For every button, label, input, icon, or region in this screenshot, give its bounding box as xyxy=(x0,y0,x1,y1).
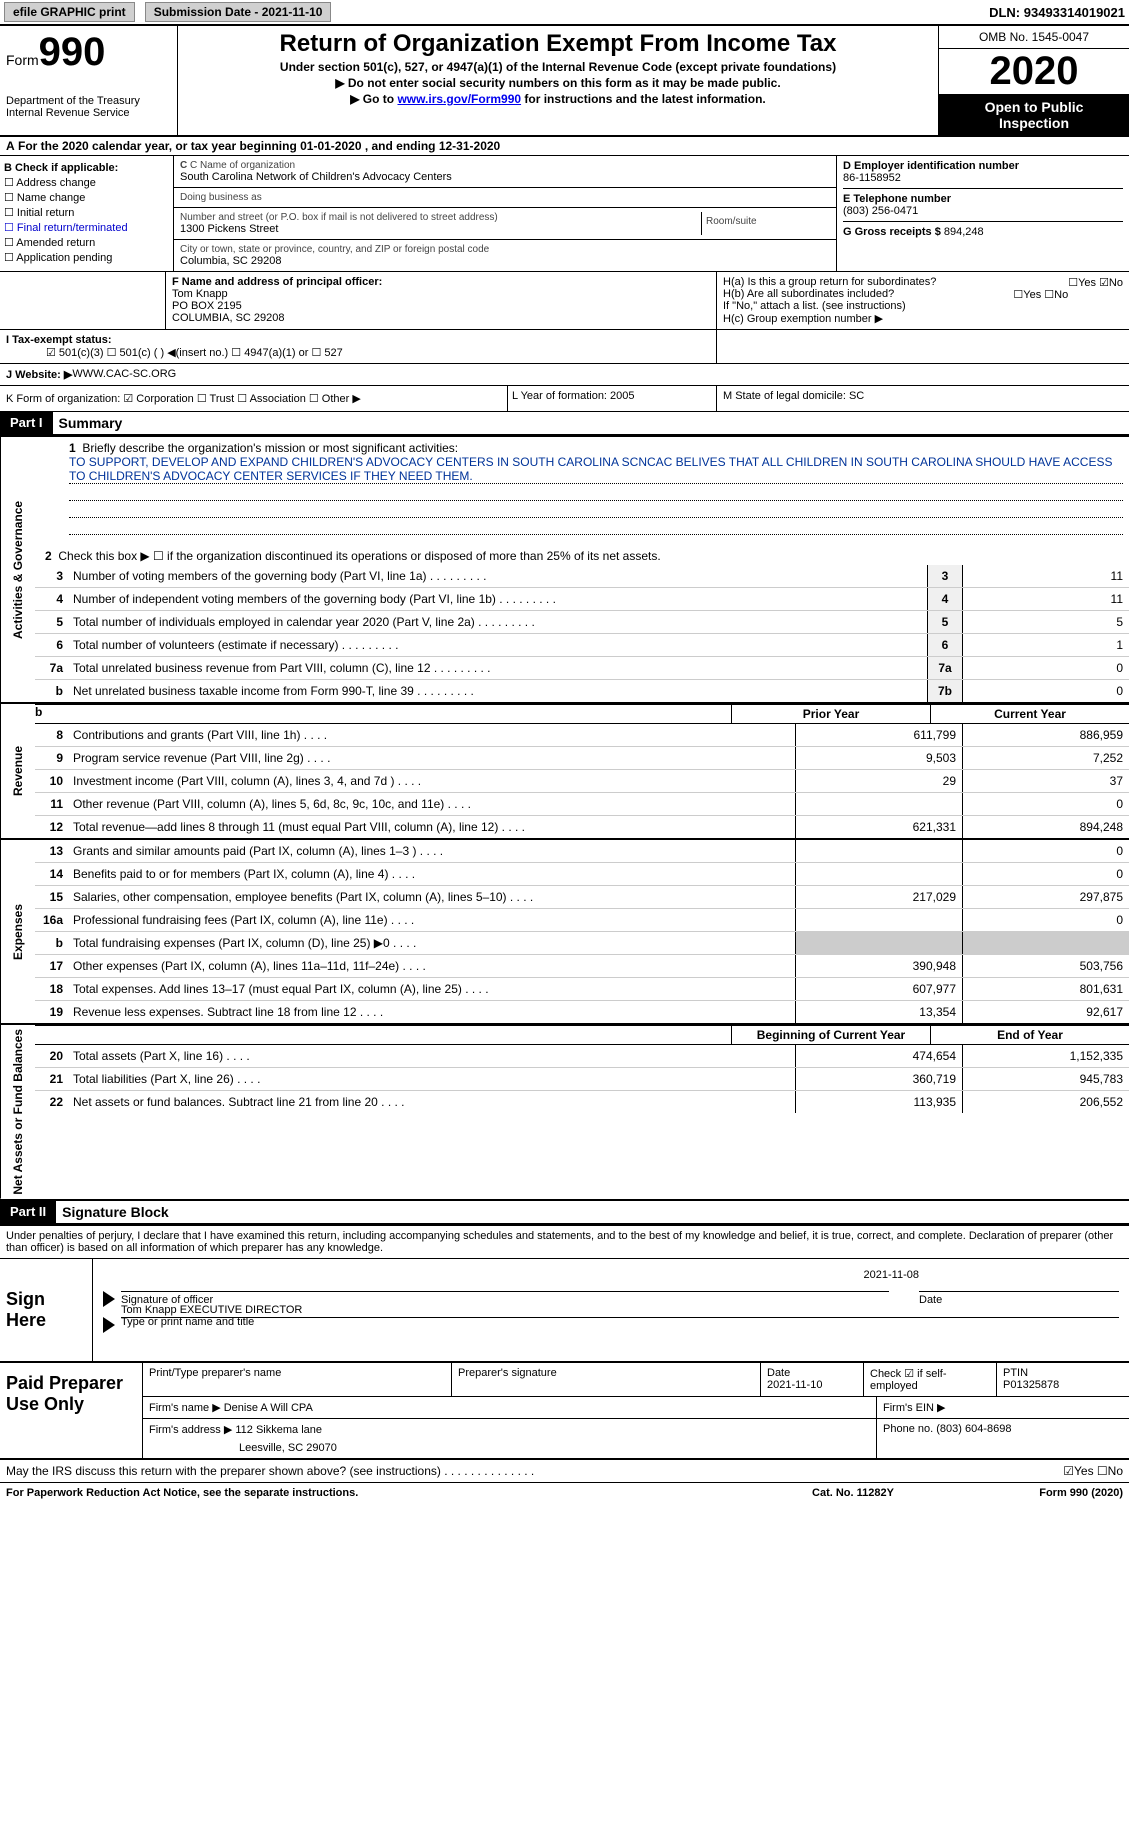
street-address: 1300 Pickens Street xyxy=(180,223,701,235)
line-b: b Total fundraising expenses (Part IX, c… xyxy=(35,931,1129,954)
governance-section: Activities & Governance 1 Briefly descri… xyxy=(0,437,1129,704)
form-id-box: Form990 Department of the Treasury Inter… xyxy=(0,26,178,135)
side-label-revenue: Revenue xyxy=(0,704,35,838)
section-d-e-g: D Employer identification number 86-1158… xyxy=(837,156,1129,271)
line-18: 18 Total expenses. Add lines 13–17 (must… xyxy=(35,977,1129,1000)
arrow-icon xyxy=(103,1291,115,1307)
arrow-icon xyxy=(103,1317,115,1333)
org-info: B Check if applicable: ☐ Address change … xyxy=(0,156,1129,272)
omb-number: OMB No. 1545-0047 xyxy=(939,26,1129,49)
group-return: H(a) Is this a group return for subordin… xyxy=(717,272,1129,329)
paid-preparer-block: Paid Preparer Use Only Print/Type prepar… xyxy=(0,1363,1129,1460)
dln: DLN: 93493314019021 xyxy=(989,5,1125,20)
section-c-name-addr: C C Name of organization South Carolina … xyxy=(174,156,837,271)
line-b: b Net unrelated business taxable income … xyxy=(35,679,1129,702)
net-assets-section: Net Assets or Fund Balances Beginning of… xyxy=(0,1025,1129,1201)
line-13: 13 Grants and similar amounts paid (Part… xyxy=(35,840,1129,862)
check-address-change[interactable]: ☐ Address change xyxy=(4,176,169,189)
page-footer: For Paperwork Reduction Act Notice, see … xyxy=(0,1483,1129,1503)
col-current-year: Current Year xyxy=(930,705,1129,723)
signature-declaration: Under penalties of perjury, I declare th… xyxy=(0,1226,1129,1259)
check-name-change[interactable]: ☐ Name change xyxy=(4,191,169,204)
line-19: 19 Revenue less expenses. Subtract line … xyxy=(35,1000,1129,1023)
line-21: 21 Total liabilities (Part X, line 26) .… xyxy=(35,1067,1129,1090)
line-10: 10 Investment income (Part VIII, column … xyxy=(35,769,1129,792)
submission-date-button[interactable]: Submission Date - 2021-11-10 xyxy=(145,2,332,22)
org-name: South Carolina Network of Children's Adv… xyxy=(180,171,830,183)
telephone: (803) 256-0471 xyxy=(843,205,1123,217)
line-16a: 16a Professional fundraising fees (Part … xyxy=(35,908,1129,931)
submission-label: Submission Date - xyxy=(154,5,262,19)
revenue-section: Revenue b Prior Year Current Year 8 Cont… xyxy=(0,704,1129,840)
principal-officer: F Name and address of principal officer:… xyxy=(166,272,717,329)
form-header: Form990 Department of the Treasury Inter… xyxy=(0,26,1129,137)
expenses-section: Expenses 13 Grants and similar amounts p… xyxy=(0,840,1129,1025)
col-end-year: End of Year xyxy=(930,1026,1129,1044)
form-of-org: K Form of organization: ☑ Corporation ☐ … xyxy=(0,386,1129,412)
year-formation: L Year of formation: 2005 xyxy=(507,386,716,411)
self-employed-check[interactable]: Check ☑ if self-employed xyxy=(864,1363,997,1396)
officer-name: Tom Knapp EXECUTIVE DIRECTOR xyxy=(121,1304,1119,1316)
tax-exempt-status: I Tax-exempt status: ☑ 501(c)(3) ☐ 501(c… xyxy=(0,330,1129,364)
cat-number: Cat. No. 11282Y xyxy=(763,1487,943,1499)
line-6: 6 Total number of volunteers (estimate i… xyxy=(35,633,1129,656)
side-label-expenses: Expenses xyxy=(0,840,35,1023)
line-17: 17 Other expenses (Part IX, column (A), … xyxy=(35,954,1129,977)
preparer-date: 2021-11-10 xyxy=(767,1379,857,1391)
col-prior-year: Prior Year xyxy=(731,705,930,723)
officer-sign-date: 2021-11-08 xyxy=(103,1269,1119,1281)
efile-print-button[interactable]: efile GRAPHIC print xyxy=(4,2,135,22)
section-f-h: F Name and address of principal officer:… xyxy=(0,272,1129,330)
side-label-governance: Activities & Governance xyxy=(0,437,35,702)
check-final-return[interactable]: ☐ Final return/terminated xyxy=(4,221,169,234)
gross-receipts: 894,248 xyxy=(944,226,984,238)
website-row: J Website: ▶ WWW.CAC-SC.ORG xyxy=(0,364,1129,386)
submission-date: 2021-11-10 xyxy=(262,5,323,19)
tax-year: 2020 xyxy=(939,49,1129,95)
city-state-zip: Columbia, SC 29208 xyxy=(180,255,830,267)
tax-period: A For the 2020 calendar year, or tax yea… xyxy=(0,137,1129,156)
open-to-public: Open to Public Inspection xyxy=(939,95,1129,135)
line-5: 5 Total number of individuals employed i… xyxy=(35,610,1129,633)
section-b-checkboxes: B Check if applicable: ☐ Address change … xyxy=(0,156,174,271)
check-initial-return[interactable]: ☐ Initial return xyxy=(4,206,169,219)
firm-name: Denise A Will CPA xyxy=(224,1402,313,1414)
ptin: P01325878 xyxy=(1003,1379,1123,1391)
form-title: Return of Organization Exempt From Incom… xyxy=(184,30,932,58)
irs-form990-link[interactable]: www.irs.gov/Form990 xyxy=(397,92,521,106)
ein: 86-1158952 xyxy=(843,172,1123,184)
line-9: 9 Program service revenue (Part VIII, li… xyxy=(35,746,1129,769)
state-domicile: M State of legal domicile: SC xyxy=(716,386,1129,411)
part2-header: Part II Signature Block xyxy=(0,1201,1129,1226)
line-7a: 7a Total unrelated business revenue from… xyxy=(35,656,1129,679)
part1-header: Part I Summary xyxy=(0,412,1129,437)
pra-notice: For Paperwork Reduction Act Notice, see … xyxy=(6,1487,763,1499)
sign-here-block: Sign Here 2021-11-08 Signature of office… xyxy=(0,1259,1129,1363)
line-8: 8 Contributions and grants (Part VIII, l… xyxy=(35,724,1129,746)
mission-text: TO SUPPORT, DEVELOP AND EXPAND CHILDREN'… xyxy=(69,455,1123,484)
year-box: OMB No. 1545-0047 2020 Open to Public In… xyxy=(938,26,1129,135)
form-footer: Form 990 (2020) xyxy=(943,1487,1123,1499)
line-15: 15 Salaries, other compensation, employe… xyxy=(35,885,1129,908)
top-bar: efile GRAPHIC print Submission Date - 20… xyxy=(0,0,1129,26)
line-4: 4 Number of independent voting members o… xyxy=(35,587,1129,610)
line-12: 12 Total revenue—add lines 8 through 11 … xyxy=(35,815,1129,838)
col-beginning-year: Beginning of Current Year xyxy=(731,1026,930,1044)
side-label-net: Net Assets or Fund Balances xyxy=(0,1025,35,1199)
org-website: WWW.CAC-SC.ORG xyxy=(72,368,176,381)
line-22: 22 Net assets or fund balances. Subtract… xyxy=(35,1090,1129,1113)
discuss-row: May the IRS discuss this return with the… xyxy=(0,1460,1129,1483)
check-app-pending[interactable]: ☐ Application pending xyxy=(4,251,169,264)
check-amended[interactable]: ☐ Amended return xyxy=(4,236,169,249)
firm-phone: (803) 604-8698 xyxy=(936,1423,1011,1435)
line-11: 11 Other revenue (Part VIII, column (A),… xyxy=(35,792,1129,815)
discuss-answer[interactable]: ☑Yes ☐No xyxy=(1063,1464,1123,1478)
form-title-box: Return of Organization Exempt From Incom… xyxy=(178,26,938,135)
line-20: 20 Total assets (Part X, line 16) . . . … xyxy=(35,1045,1129,1067)
firm-address: 112 Sikkema lane xyxy=(235,1424,322,1436)
line-3: 3 Number of voting members of the govern… xyxy=(35,565,1129,587)
line-14: 14 Benefits paid to or for members (Part… xyxy=(35,862,1129,885)
